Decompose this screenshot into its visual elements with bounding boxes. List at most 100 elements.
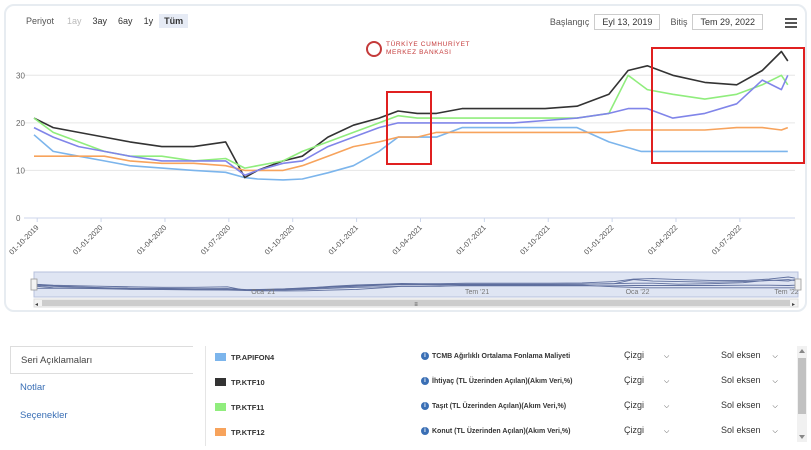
navigator-handle xyxy=(794,278,802,291)
axis-select[interactable]: Sol eksen ⌵ xyxy=(721,400,778,410)
date-range: Başlangıç Eyl 13, 2019 Bitiş Tem 29, 202… xyxy=(550,14,773,30)
series-line xyxy=(33,74,789,169)
series-color-swatch xyxy=(215,378,226,386)
series-description: İhtiyaç (TL Üzerinden Açılan)(Akım Veri,… xyxy=(432,378,573,385)
series-table-scrollbar[interactable] xyxy=(797,346,807,442)
x-tick-label: 01-04-2021 xyxy=(390,223,423,256)
period-1-month[interactable]: 1ay xyxy=(67,16,82,26)
x-tick-label: 01-01-2020 xyxy=(71,223,104,256)
navigator-series-line xyxy=(33,276,795,292)
x-tick-label: 01-01-2022 xyxy=(582,223,615,256)
chevron-down-icon: ⌵ xyxy=(664,403,670,410)
series-code: TP.APIFON4 xyxy=(231,353,275,362)
x-tick-label: 01-07-2021 xyxy=(454,223,487,256)
x-tick-label: 01-10-2019 xyxy=(7,223,40,256)
x-tick-label: 01-01-2021 xyxy=(327,223,360,256)
navigator-handle xyxy=(30,278,38,291)
chart-type-select[interactable]: Çizgi ⌵ xyxy=(624,400,670,410)
highlight-box xyxy=(651,47,805,164)
chevron-down-icon: ⌵ xyxy=(664,353,670,360)
axis-select[interactable]: Sol eksen ⌵ xyxy=(721,375,778,385)
series-line xyxy=(34,126,789,172)
series-row: TP.KTF12 i Konut (TL Üzerinden Açılan)(A… xyxy=(206,421,798,446)
navigator-scroll-thumb xyxy=(42,300,790,306)
tcmb-emblem-icon xyxy=(366,41,382,57)
period-1-year[interactable]: 1y xyxy=(143,16,154,26)
series-row: TP.KTF10 i İhtiyaç (TL Üzerinden Açılan)… xyxy=(206,371,798,396)
x-tick-label: 01-07-2020 xyxy=(199,223,232,256)
period-label: Periyot xyxy=(26,16,55,26)
scroll-down-icon xyxy=(799,435,805,439)
y-tick-label: 30 xyxy=(16,71,25,80)
series-row: TP.KTF11 i Taşıt (TL Üzerinden Açılan)(A… xyxy=(206,396,798,421)
x-tick-label: 01-04-2022 xyxy=(646,223,679,256)
line-chart: 0 10 20 30 01-10-2019 01-01-2020 01-04-2020 01-… xyxy=(7,47,805,308)
navigator-label: Tem '21 xyxy=(465,289,489,296)
navigator-series-line xyxy=(33,279,795,291)
series-line xyxy=(33,50,789,179)
scroll-grip-icon: ≡ xyxy=(414,302,418,308)
navigator-label: Oca '22 xyxy=(626,289,650,296)
period-selector: Periyot 1ay 3ay 6ay 1y Tüm xyxy=(26,14,189,28)
chevron-down-icon: ⌵ xyxy=(664,378,670,385)
hamburger-menu-icon[interactable] xyxy=(785,18,797,28)
series-description: Konut (TL Üzerinden Açılan)(Akım Veri,%) xyxy=(432,428,571,435)
logo-line-1: TÜRKİYE CUMHURİYET xyxy=(386,41,471,48)
chevron-down-icon: ⌵ xyxy=(772,353,778,360)
chevron-down-icon: ⌵ xyxy=(772,403,778,410)
series-description: Taşıt (TL Üzerinden Açılan)(Akım Veri,%) xyxy=(432,403,567,410)
axis-select[interactable]: Sol eksen ⌵ xyxy=(721,350,778,360)
series-code: TP.KTF11 xyxy=(231,403,265,412)
navigator-label: Oca '21 xyxy=(251,289,275,296)
end-date-label: Bitiş xyxy=(670,17,688,27)
chevron-down-icon: ⌵ xyxy=(772,378,778,385)
chart-type-select[interactable]: Çizgi ⌵ xyxy=(624,375,670,385)
scroll-thumb xyxy=(798,358,806,414)
period-3-months[interactable]: 3ay xyxy=(92,16,108,26)
scroll-right-icon: ▸ xyxy=(792,302,795,308)
tcmb-logo: TÜRKİYE CUMHURİYET MERKEZ BANKASI xyxy=(366,41,470,57)
series-color-swatch xyxy=(215,353,226,361)
info-icon[interactable]: i xyxy=(421,402,429,410)
y-tick-label: 20 xyxy=(16,119,25,128)
series-line xyxy=(33,126,788,181)
highlight-box xyxy=(386,91,432,165)
x-tick-label: 01-04-2020 xyxy=(135,223,168,256)
chart-type-select[interactable]: Çizgi ⌵ xyxy=(624,425,670,435)
period-all[interactable]: Tüm xyxy=(159,14,189,28)
chart-panel: Periyot 1ay 3ay 6ay 1y Tüm Başlangıç Eyl… xyxy=(4,4,807,312)
chevron-down-icon: ⌵ xyxy=(772,428,778,435)
y-tick-label: 0 xyxy=(16,214,21,223)
start-date-input[interactable]: Eyl 13, 2019 xyxy=(594,14,661,30)
x-tick-label: 01-10-2020 xyxy=(263,223,296,256)
series-line xyxy=(33,74,789,176)
tab-series-descriptions[interactable]: Seri Açıklamaları xyxy=(10,346,193,374)
tab-notes[interactable]: Notlar xyxy=(20,382,46,393)
period-6-months[interactable]: 6ay xyxy=(118,16,133,26)
navigator-label: Tem '22 xyxy=(774,289,798,296)
x-tick-label: 01-07-2022 xyxy=(710,223,743,256)
info-icon[interactable]: i xyxy=(421,377,429,385)
start-date-label: Başlangıç xyxy=(549,17,590,27)
scroll-left-icon: ◂ xyxy=(35,302,38,308)
side-tabs: Seri Açıklamaları Notlar Seçenekler xyxy=(10,346,193,430)
series-color-swatch xyxy=(215,428,226,436)
info-icon[interactable]: i xyxy=(421,352,429,360)
scroll-up-icon xyxy=(799,349,805,353)
chart-type-select[interactable]: Çizgi ⌵ xyxy=(624,350,670,360)
series-description: TCMB Ağırlıklı Ortalama Fonlama Maliyeti xyxy=(432,353,571,360)
tab-options[interactable]: Seçenekler xyxy=(20,410,68,421)
series-table: TP.APIFON4 i TCMB Ağırlıklı Ortalama Fon… xyxy=(205,346,797,446)
end-date-input[interactable]: Tem 29, 2022 xyxy=(692,14,763,30)
series-code: TP.KTF10 xyxy=(231,378,265,387)
navigator-series-line xyxy=(33,284,795,292)
chevron-down-icon: ⌵ xyxy=(664,428,670,435)
axis-select[interactable]: Sol eksen ⌵ xyxy=(721,425,778,435)
series-code: TP.KTF12 xyxy=(231,428,265,437)
y-tick-label: 10 xyxy=(16,166,25,175)
x-tick-label: 01-10-2021 xyxy=(518,223,551,256)
series-color-swatch xyxy=(215,403,226,411)
series-row: TP.APIFON4 i TCMB Ağırlıklı Ortalama Fon… xyxy=(206,346,798,371)
logo-line-2: MERKEZ BANKASI xyxy=(386,49,452,56)
info-icon[interactable]: i xyxy=(421,427,429,435)
